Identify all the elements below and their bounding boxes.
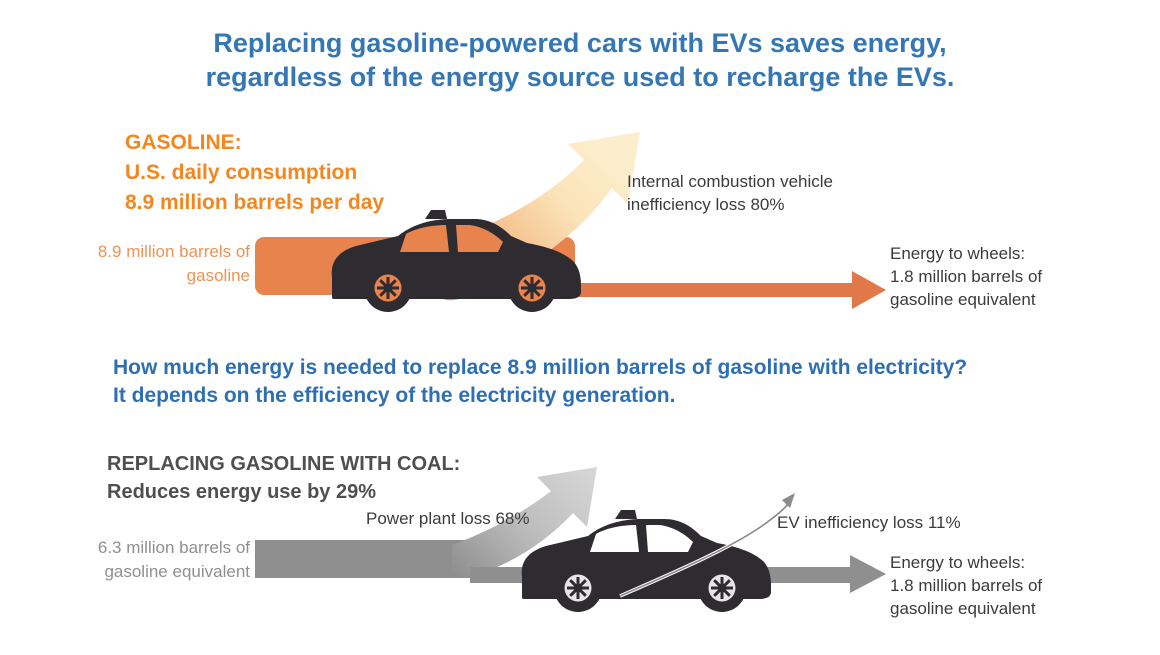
- coal-input-label-line1: 6.3 million barrels of: [97, 538, 250, 557]
- gasoline-output-label-line3: gasoline equivalent: [890, 290, 1036, 309]
- question-line2: It depends on the efficiency of the elec…: [113, 384, 676, 407]
- gasoline-output-arrow: [560, 271, 886, 309]
- coal-output-label: Energy to wheels: 1.8 million barrels of…: [890, 551, 1042, 620]
- ice-loss-label-line1: Internal combustion vehicle: [627, 172, 834, 191]
- gasoline-heading-line2: U.S. daily consumption: [125, 161, 358, 184]
- gasoline-output-label-line2: 1.8 million barrels of: [890, 267, 1043, 286]
- gasoline-heading: GASOLINE: U.S. daily consumption 8.9 mil…: [125, 128, 384, 218]
- coal-output-label-line2: 1.8 million barrels of: [890, 576, 1043, 595]
- gasoline-output-label: Energy to wheels: 1.8 million barrels of…: [890, 242, 1042, 311]
- coal-output-label-line3: gasoline equivalent: [890, 599, 1036, 618]
- title-line2: regardless of the energy source used to …: [205, 62, 955, 92]
- ice-loss-label: Internal combustion vehicle inefficiency…: [627, 170, 833, 216]
- ev-loss-pointer-arrow: [619, 493, 795, 598]
- coal-output-label-line1: Energy to wheels:: [890, 553, 1026, 572]
- coal-heading-line1: REPLACING GASOLINE WITH COAL:: [107, 453, 461, 475]
- power-plant-loss-arrow: [452, 467, 597, 578]
- page-title: Replacing gasoline-powered cars with EVs…: [0, 26, 1160, 94]
- title-line1: Replacing gasoline-powered cars with EVs…: [213, 28, 947, 58]
- gasoline-input-label-line1: 8.9 million barrels of: [97, 242, 250, 261]
- coal-heading-line2: Reduces energy use by 29%: [107, 481, 377, 503]
- question-text: How much energy is needed to replace 8.9…: [113, 354, 1073, 410]
- gasoline-output-label-line1: Energy to wheels:: [890, 244, 1026, 263]
- power-plant-loss-label: Power plant loss 68%: [366, 509, 530, 528]
- coal-input-label: 6.3 million barrels of gasoline equivale…: [58, 536, 250, 584]
- gasoline-heading-line3: 8.9 million barrels per day: [125, 191, 385, 214]
- ice-loss-label-line2: inefficiency loss 80%: [627, 195, 785, 214]
- coal-flow: [255, 467, 886, 612]
- gasoline-input-label: 8.9 million barrels of gasoline: [60, 240, 250, 288]
- ev-loss-label: EV inefficiency loss 11%: [777, 513, 961, 532]
- gasoline-flow: [255, 132, 886, 312]
- coal-heading: REPLACING GASOLINE WITH COAL: Reduces en…: [107, 450, 460, 506]
- question-line1: How much energy is needed to replace 8.9…: [113, 356, 968, 379]
- gasoline-input-label-line2: gasoline: [186, 266, 250, 285]
- gasoline-heading-line1: GASOLINE:: [125, 131, 242, 154]
- coal-input-bar: [255, 540, 490, 578]
- coal-input-label-line2: gasoline equivalent: [104, 562, 250, 581]
